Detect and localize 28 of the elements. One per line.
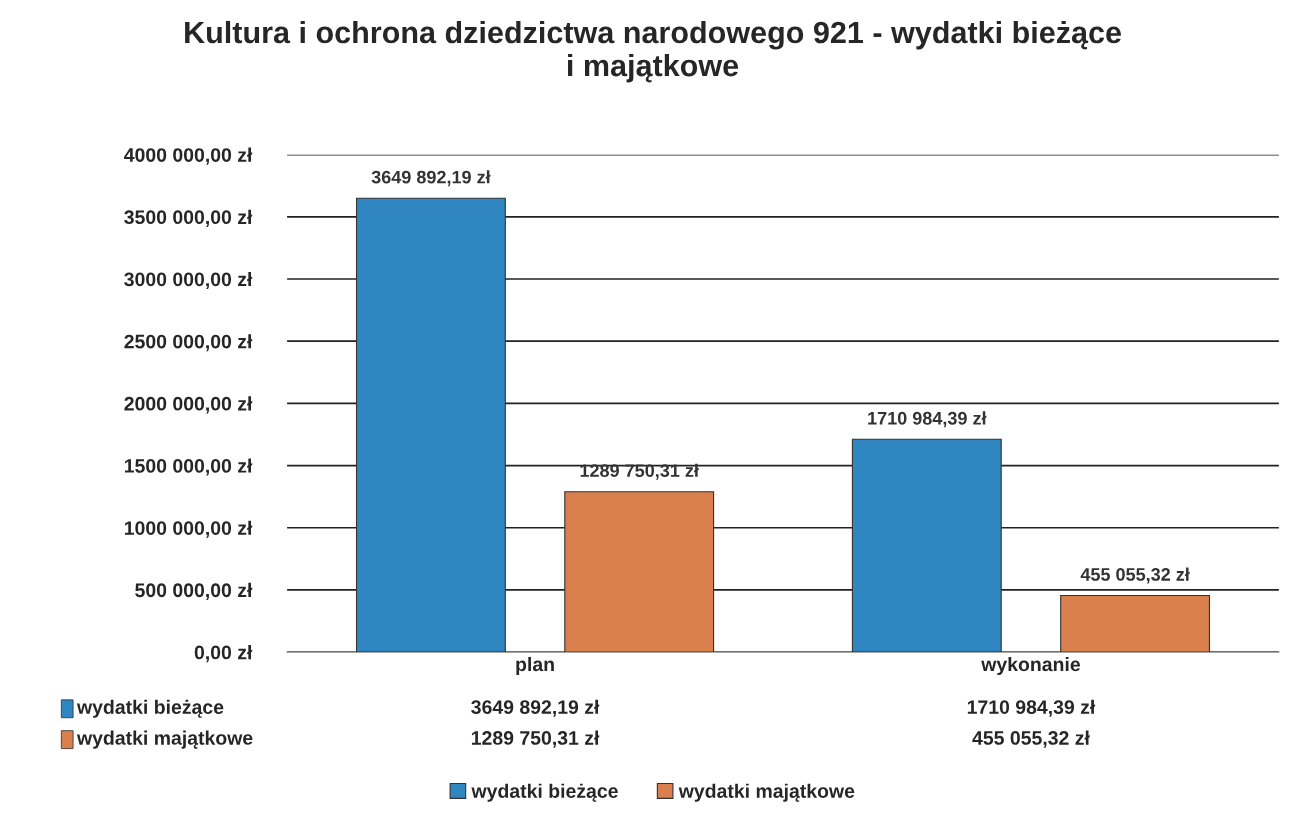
bar bbox=[851, 438, 1002, 653]
bar bbox=[1060, 594, 1211, 653]
y-tick-label: 500 000,00 zł bbox=[135, 582, 253, 600]
bar bbox=[355, 197, 506, 653]
text: 1289 750,31 zł bbox=[580, 463, 699, 480]
text: 3649 892,19 zł bbox=[371, 170, 491, 187]
y-tick-label: 2500 000,00 zł bbox=[124, 334, 253, 352]
y-tick-label: 1500 000,00 zł bbox=[124, 458, 253, 476]
text: wydatki majątkowe bbox=[76, 730, 253, 749]
data-label: 455 055,32 zł bbox=[972, 730, 1090, 748]
x-tick-label: plan bbox=[516, 656, 554, 676]
y-tick-label: 2000 000,00 zł bbox=[124, 396, 253, 414]
text: 1710 984,39 zł bbox=[868, 411, 987, 428]
x-tick-label: wykonanie bbox=[981, 656, 1080, 676]
text: 455 055,32 zł bbox=[1080, 567, 1190, 584]
legend-label: wydatki bieżące bbox=[471, 783, 618, 802]
legend-label: wydatki majątkowe bbox=[678, 783, 855, 802]
y-tick-label: 0,00 zł bbox=[194, 645, 253, 663]
data-label: 1289 750,31 zł bbox=[471, 730, 600, 748]
text: wydatki bieżące bbox=[76, 699, 224, 718]
y-tick-label: 1000 000,00 zł bbox=[124, 520, 253, 538]
y-tick-label: 4000 000,00 zł bbox=[124, 147, 253, 165]
data-label: 1710 984,39 zł bbox=[967, 699, 1096, 717]
bar bbox=[564, 491, 715, 653]
y-tick-label: 3500 000,00 zł bbox=[124, 209, 253, 227]
chart-title: Kultura i ochrona dziedzictwa narodowego 921 - wydatki bieżące i majątkowe bbox=[185, 20, 1121, 83]
data-label: 3649 892,19 zł bbox=[471, 699, 600, 717]
y-tick-label: 3000 000,00 zł bbox=[124, 271, 253, 290]
